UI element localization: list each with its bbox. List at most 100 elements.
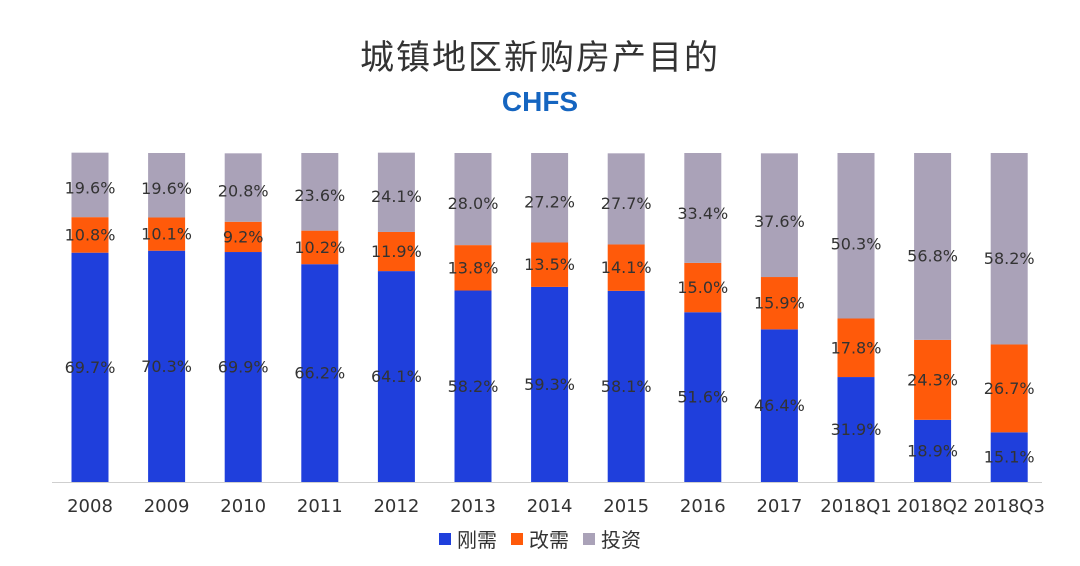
bar-segment bbox=[377, 152, 415, 232]
data-label: 27.2% bbox=[524, 193, 575, 212]
data-label: 14.1% bbox=[601, 258, 652, 277]
data-label: 28.0% bbox=[448, 194, 499, 213]
x-tick-label: 2018Q2 bbox=[897, 496, 968, 517]
legend-label: 刚需 bbox=[457, 528, 497, 552]
legend-item: 投资 bbox=[583, 524, 641, 553]
bar-segment bbox=[684, 153, 722, 263]
bar-segment bbox=[531, 286, 569, 482]
data-label: 20.8% bbox=[218, 181, 269, 200]
data-label: 70.3% bbox=[141, 357, 192, 376]
x-tick-label: 2017 bbox=[756, 496, 802, 517]
bar-segment bbox=[914, 339, 952, 420]
bar-segment bbox=[454, 290, 492, 482]
data-label: 9.2% bbox=[223, 227, 264, 246]
data-label: 17.8% bbox=[831, 338, 882, 357]
data-label: 58.1% bbox=[601, 377, 652, 396]
data-label: 50.3% bbox=[831, 235, 882, 254]
data-label: 31.9% bbox=[831, 420, 882, 439]
data-label: 58.2% bbox=[984, 249, 1035, 268]
bar-segment bbox=[454, 245, 492, 291]
legend-label: 改需 bbox=[529, 528, 569, 552]
legend-label: 投资 bbox=[601, 528, 641, 552]
bar-segment bbox=[990, 153, 1028, 345]
chart-title: 城镇地区新购房产目的 bbox=[360, 38, 720, 78]
legend-item: 改需 bbox=[511, 524, 569, 553]
x-tick-label: 2015 bbox=[603, 496, 649, 517]
data-label: 18.9% bbox=[907, 441, 958, 460]
data-label: 58.2% bbox=[448, 377, 499, 396]
bar-segment bbox=[990, 344, 1028, 433]
bar-segment bbox=[224, 153, 262, 222]
x-tick-label: 2018Q1 bbox=[820, 496, 891, 517]
bar-segment bbox=[148, 153, 186, 218]
bar-segment bbox=[607, 153, 645, 245]
data-label: 56.8% bbox=[907, 246, 958, 265]
data-label: 10.2% bbox=[294, 238, 345, 257]
x-tick-label: 2012 bbox=[373, 496, 419, 517]
bar-segment bbox=[71, 252, 109, 482]
legend: 刚需 改需 投资 bbox=[0, 524, 1080, 553]
bar-segment bbox=[837, 377, 875, 482]
data-labels-layer: 69.7% 10.8% 19.6% 70.3% 10.1% 19.6% 69.9% 9.2% 2… bbox=[65, 179, 1035, 467]
data-label: 37.6% bbox=[754, 212, 805, 231]
data-label: 51.6% bbox=[677, 388, 728, 407]
x-tick-label: 2008 bbox=[67, 496, 113, 517]
bar-segment bbox=[148, 250, 186, 482]
data-label: 13.5% bbox=[524, 255, 575, 274]
bar-segment bbox=[914, 153, 952, 340]
data-label: 10.1% bbox=[141, 225, 192, 244]
bar-segment bbox=[684, 262, 722, 313]
bar-segment bbox=[224, 221, 262, 253]
bar-segment bbox=[377, 271, 415, 482]
data-label: 69.7% bbox=[65, 358, 116, 377]
data-label: 10.8% bbox=[65, 225, 116, 244]
data-label: 24.3% bbox=[907, 370, 958, 389]
bar-segment bbox=[301, 264, 339, 482]
x-tick-labels-layer: 2008 2009 2010 2011 2012 2013 2014 2015 2016 2017… bbox=[67, 496, 1045, 517]
legend-swatch bbox=[439, 532, 451, 545]
legend-swatch bbox=[583, 532, 595, 545]
data-label: 11.9% bbox=[371, 242, 422, 261]
bar-segment bbox=[837, 318, 875, 378]
bar-segment bbox=[71, 217, 109, 253]
bar-segment bbox=[760, 277, 798, 330]
data-label: 59.3% bbox=[524, 375, 575, 394]
data-label: 27.7% bbox=[601, 194, 652, 213]
bar-segment bbox=[71, 152, 109, 218]
bar-segment bbox=[224, 252, 262, 482]
bar-segment bbox=[301, 153, 339, 231]
legend-swatch bbox=[511, 532, 523, 545]
data-label: 46.4% bbox=[754, 396, 805, 415]
data-label: 13.8% bbox=[448, 258, 499, 277]
bar-segment bbox=[914, 419, 952, 482]
data-label: 19.6% bbox=[141, 179, 192, 198]
data-label: 69.9% bbox=[218, 358, 269, 377]
bar-segment bbox=[531, 242, 569, 287]
bar-segment bbox=[760, 329, 798, 482]
data-label: 64.1% bbox=[371, 367, 422, 386]
x-tick-label: 2014 bbox=[527, 496, 573, 517]
legend-item: 刚需 bbox=[439, 524, 497, 553]
x-tick-label: 2016 bbox=[680, 496, 726, 517]
bar-segment bbox=[837, 153, 875, 319]
bar-segment bbox=[377, 231, 415, 272]
x-tick-label: 2009 bbox=[144, 496, 190, 517]
bar-segment bbox=[301, 230, 339, 265]
data-label: 15.9% bbox=[754, 294, 805, 313]
bar-segment bbox=[760, 153, 798, 278]
data-label: 15.0% bbox=[677, 278, 728, 297]
x-tick-label: 2011 bbox=[297, 496, 343, 517]
data-label: 66.2% bbox=[294, 364, 345, 383]
bar-segment bbox=[531, 153, 569, 243]
x-tick-label: 2013 bbox=[450, 496, 496, 517]
bar-segment bbox=[148, 217, 186, 251]
data-label: 33.4% bbox=[677, 204, 728, 223]
data-label: 15.1% bbox=[984, 448, 1035, 467]
bar-segment bbox=[607, 290, 645, 482]
data-label: 19.6% bbox=[65, 179, 116, 198]
bar-segment bbox=[684, 312, 722, 482]
x-tick-label: 2010 bbox=[220, 496, 266, 517]
bar-segment bbox=[607, 244, 645, 291]
bar-segment bbox=[454, 153, 492, 246]
